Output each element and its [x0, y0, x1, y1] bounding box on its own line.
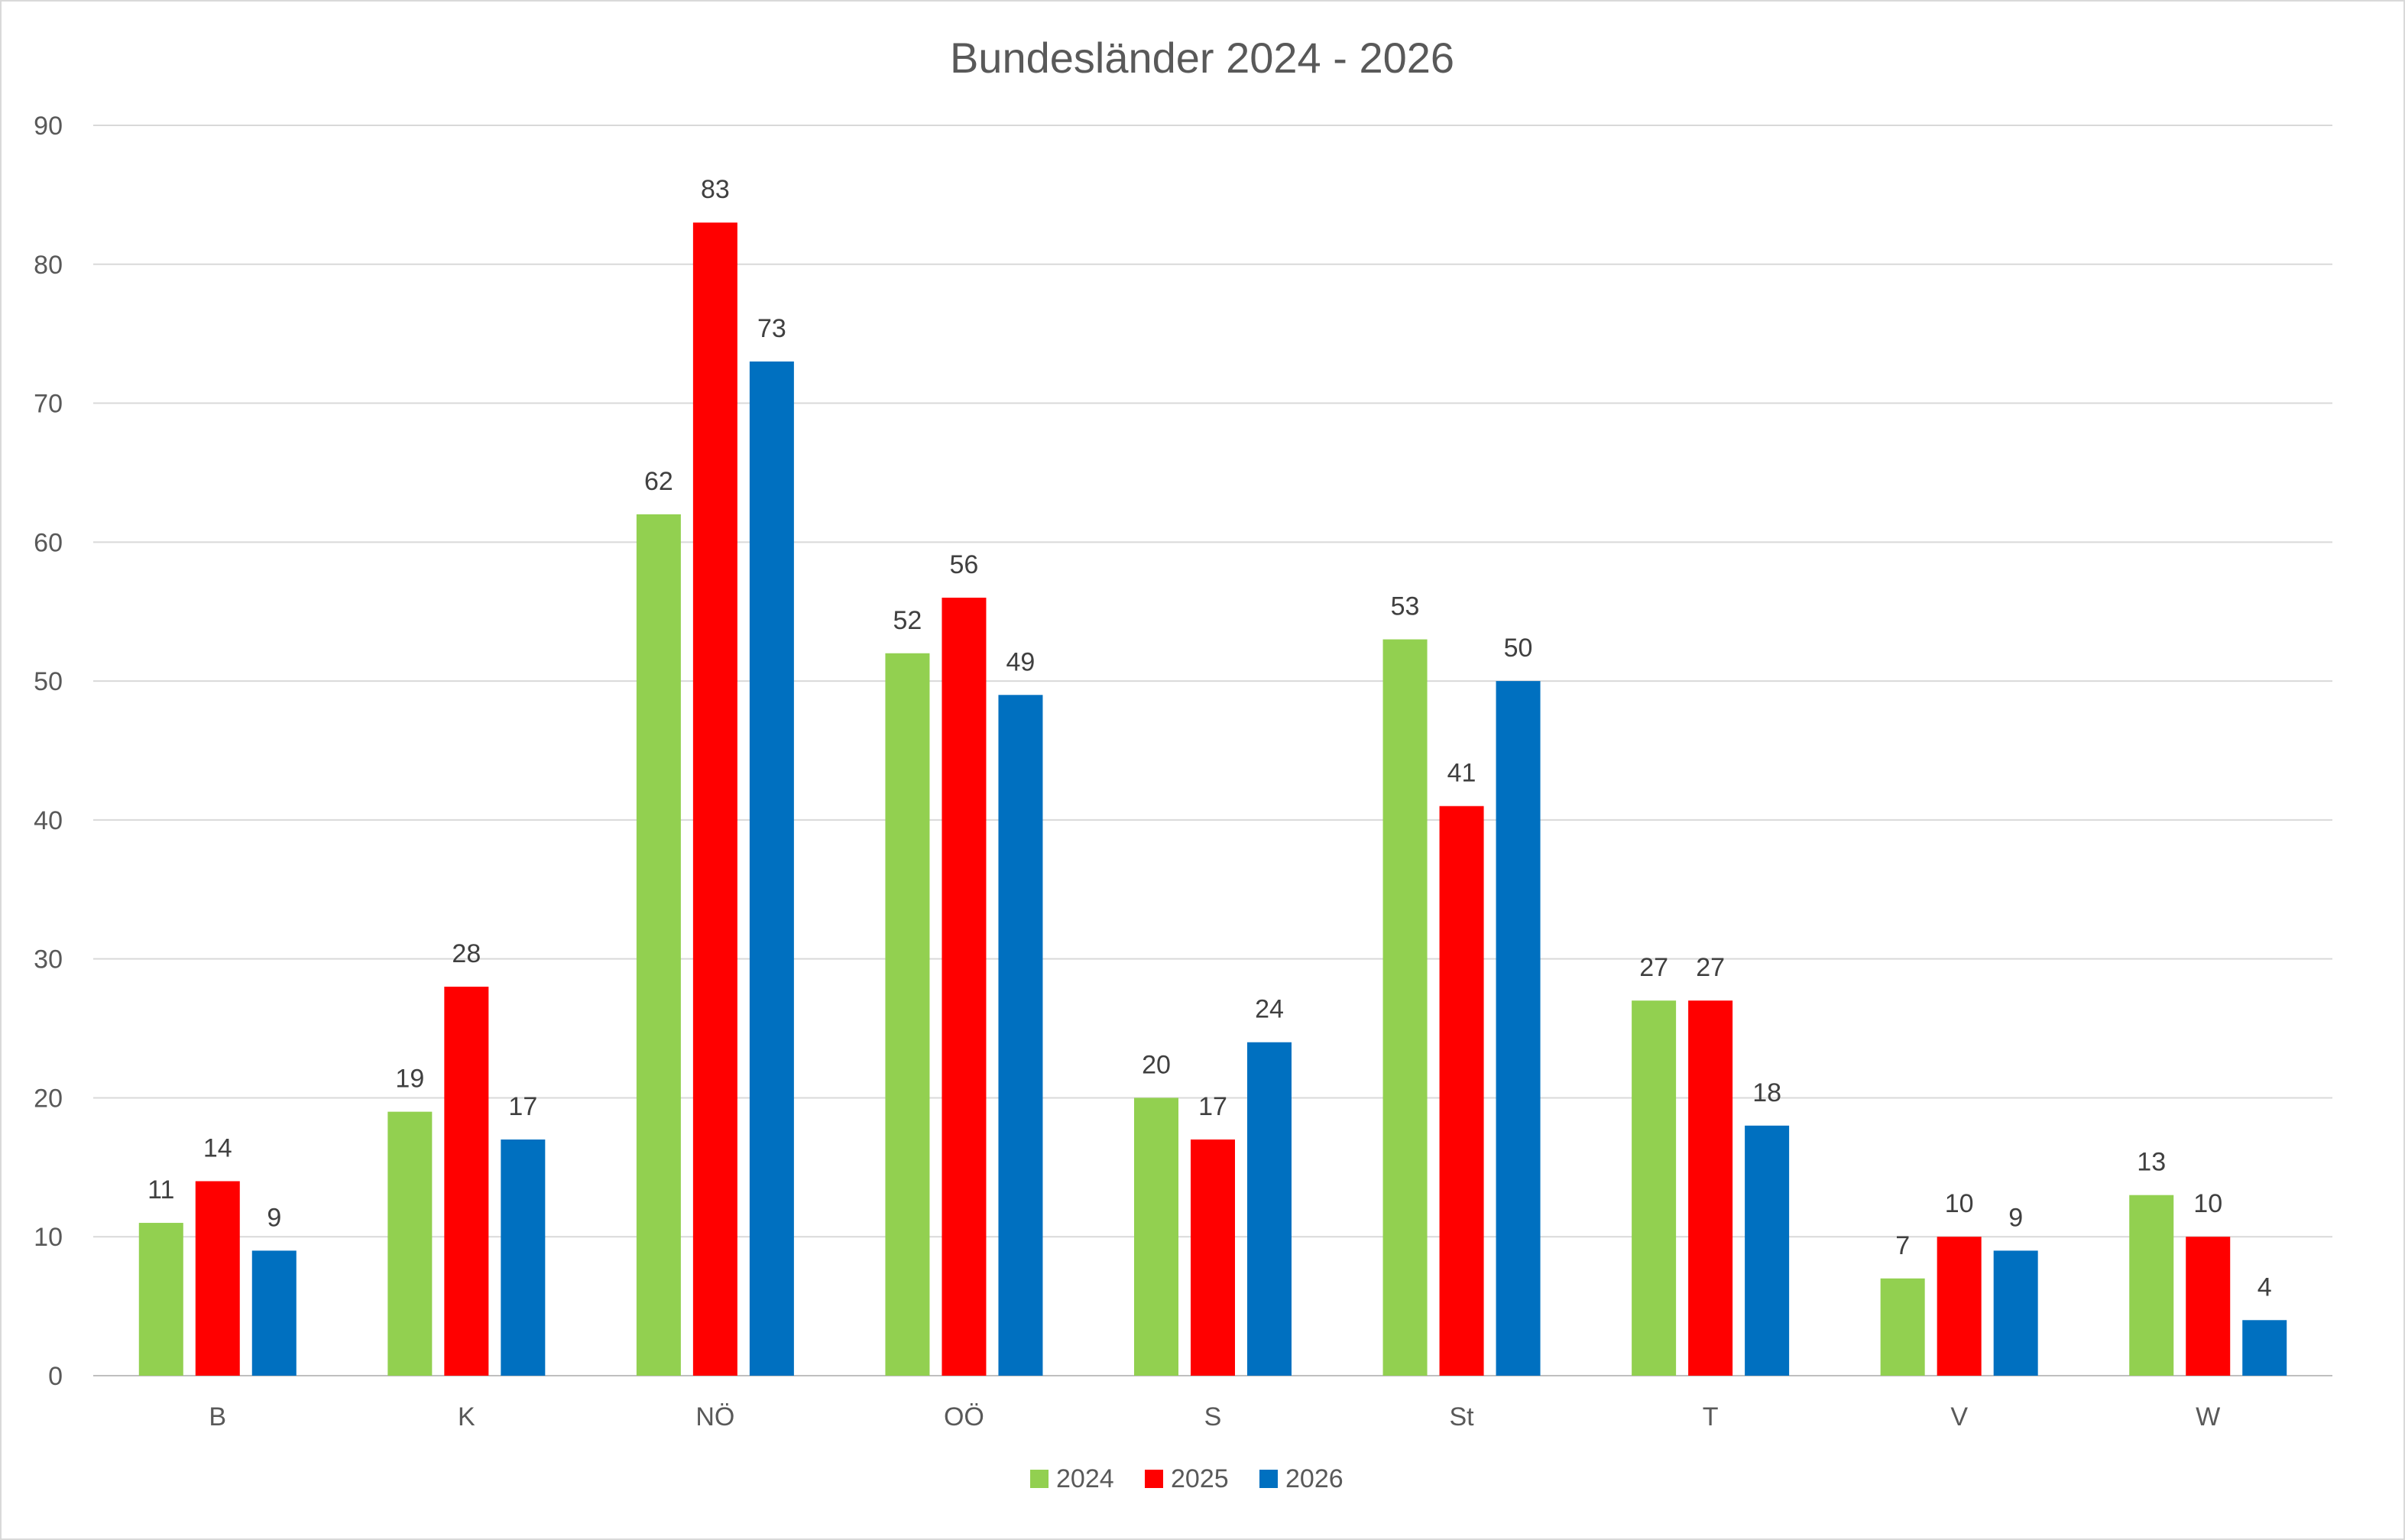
- x-category-label: V: [1950, 1402, 1968, 1431]
- x-category-label: S: [1204, 1402, 1222, 1431]
- bar-2025-W: [2186, 1237, 2231, 1376]
- data-label: 41: [1447, 759, 1476, 788]
- data-label: 62: [644, 467, 673, 496]
- legend-swatch-2024: [1030, 1470, 1049, 1488]
- x-category-label: B: [209, 1402, 226, 1431]
- data-label: 7: [1895, 1231, 1910, 1260]
- bar-2025-OÖ: [942, 598, 987, 1376]
- data-label: 56: [950, 550, 979, 579]
- y-tick-label: 50: [34, 667, 63, 696]
- x-category-label: St: [1449, 1402, 1474, 1431]
- data-label: 52: [893, 606, 922, 635]
- bar-2026-B: [251, 1250, 297, 1376]
- x-category-label: OÖ: [944, 1402, 984, 1431]
- data-label: 28: [452, 939, 481, 968]
- bar-2024-B: [138, 1223, 183, 1376]
- data-label: 13: [2137, 1148, 2166, 1177]
- x-axis-categories: B K NÖ OÖ S St T V W: [209, 1402, 2220, 1431]
- data-label: 50: [1504, 634, 1533, 663]
- legend-label: 2025: [1171, 1464, 1229, 1493]
- bar-2026-V: [1993, 1250, 2038, 1376]
- data-label: 9: [2008, 1203, 2023, 1232]
- bar-2026-K: [501, 1139, 546, 1376]
- x-category-label: W: [2196, 1402, 2220, 1431]
- y-tick-label: 80: [34, 251, 63, 280]
- data-label: 27: [1639, 953, 1668, 982]
- bar-2024-St: [1382, 639, 1428, 1376]
- data-label: 24: [1255, 995, 1284, 1024]
- data-label: 83: [701, 175, 730, 204]
- data-label: 19: [395, 1065, 424, 1094]
- y-tick-label: 70: [34, 390, 63, 419]
- data-label: 27: [1696, 953, 1725, 982]
- legend-swatch-2026: [1259, 1470, 1278, 1488]
- bar-2024-T: [1632, 1000, 1677, 1376]
- y-axis-ticks: 0 10 20 30 40 50 60 70 80 90: [34, 112, 63, 1391]
- data-label: 14: [203, 1134, 232, 1163]
- y-tick-label: 20: [34, 1084, 63, 1113]
- legend: 2024 2025 2026: [1030, 1464, 1343, 1493]
- data-label: 17: [508, 1092, 537, 1121]
- chart-title: Bundesländer 2024 - 2026: [950, 34, 1454, 82]
- bar-2025-K: [444, 987, 489, 1376]
- bar-2024-V: [1880, 1278, 1925, 1376]
- data-label: 10: [2193, 1189, 2222, 1218]
- data-label: 17: [1198, 1092, 1227, 1121]
- bar-2024-NÖ: [636, 514, 681, 1376]
- bar-2025-T: [1688, 1000, 1733, 1376]
- bar-2024-S: [1134, 1097, 1178, 1376]
- bar-2025-S: [1191, 1139, 1235, 1376]
- bars: [138, 222, 2287, 1376]
- data-label: 10: [1945, 1189, 1974, 1218]
- legend-swatch-2025: [1145, 1470, 1163, 1488]
- data-label: 73: [757, 314, 786, 343]
- x-category-label: NÖ: [695, 1402, 734, 1431]
- data-label: 53: [1391, 592, 1420, 621]
- bar-2026-OÖ: [998, 695, 1043, 1376]
- data-label: 9: [267, 1203, 281, 1232]
- x-category-label: T: [1703, 1402, 1719, 1431]
- bar-2024-OÖ: [885, 653, 930, 1376]
- y-tick-label: 30: [34, 945, 63, 974]
- y-tick-label: 0: [48, 1362, 63, 1391]
- y-tick-label: 60: [34, 528, 63, 557]
- bar-2024-K: [387, 1111, 433, 1376]
- bar-2024-W: [2129, 1195, 2174, 1376]
- data-label: 11: [147, 1175, 174, 1204]
- bar-2025-V: [1937, 1237, 1982, 1376]
- data-label: 18: [1752, 1078, 1781, 1107]
- y-tick-label: 90: [34, 112, 63, 141]
- y-tick-label: 40: [34, 806, 63, 835]
- bar-2026-T: [1745, 1125, 1790, 1376]
- bar-2026-NÖ: [749, 361, 794, 1376]
- data-label: 20: [1142, 1050, 1171, 1079]
- y-tick-label: 10: [34, 1223, 63, 1252]
- legend-label: 2024: [1056, 1464, 1114, 1493]
- data-label: 49: [1006, 647, 1036, 676]
- bar-2025-St: [1439, 806, 1484, 1376]
- data-label: 4: [2258, 1273, 2272, 1302]
- legend-label: 2026: [1285, 1464, 1343, 1493]
- bar-2026-S: [1247, 1042, 1292, 1376]
- x-category-label: K: [458, 1402, 475, 1431]
- bar-2025-B: [195, 1181, 240, 1376]
- bar-2026-W: [2242, 1320, 2287, 1376]
- bar-2026-St: [1496, 681, 1541, 1376]
- bar-2025-NÖ: [692, 222, 737, 1376]
